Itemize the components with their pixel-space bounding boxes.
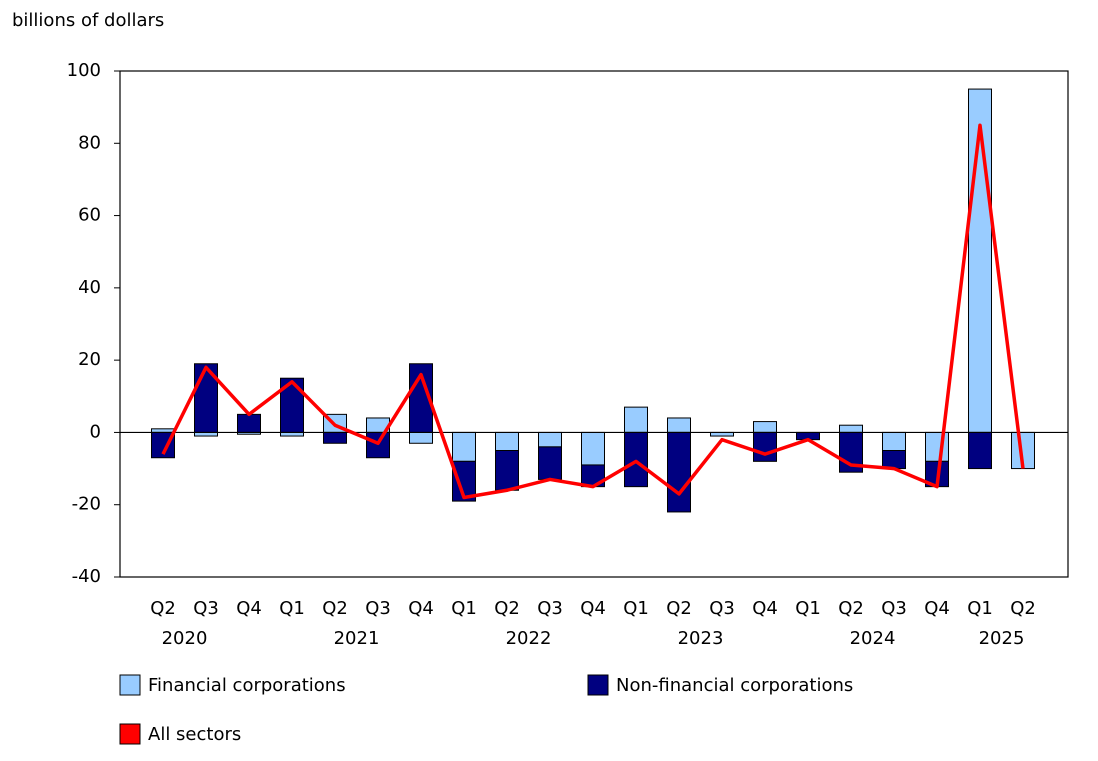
y-tick-label: 40 bbox=[78, 277, 101, 298]
bar bbox=[452, 431, 476, 462]
y-tick-label: 100 bbox=[67, 60, 101, 81]
bar bbox=[366, 431, 390, 459]
y-tick-label: 60 bbox=[78, 205, 101, 226]
y-tick-label: -20 bbox=[72, 494, 101, 515]
line bbox=[161, 123, 1025, 500]
x-group-label: 2025 bbox=[979, 628, 1025, 649]
bar bbox=[882, 450, 906, 470]
x-tick-label: Q3 bbox=[709, 598, 735, 619]
x-tick-label: Q3 bbox=[881, 598, 907, 619]
x-tick-label: Q2 bbox=[666, 598, 692, 619]
legend-swatch bbox=[119, 674, 141, 696]
bar bbox=[753, 431, 777, 462]
x-group-label: 2022 bbox=[506, 628, 552, 649]
x-tick-label: Q3 bbox=[365, 598, 391, 619]
x-tick-label: Q1 bbox=[451, 598, 477, 619]
bar bbox=[624, 431, 648, 488]
bar bbox=[237, 413, 261, 433]
x-tick-label: Q2 bbox=[322, 598, 348, 619]
bar bbox=[667, 431, 691, 513]
x-tick-label: Q2 bbox=[1010, 598, 1036, 619]
plot-frame bbox=[119, 70, 1069, 578]
legend-swatch bbox=[119, 723, 141, 745]
x-tick-label: Q4 bbox=[580, 598, 606, 619]
x-tick-label: Q2 bbox=[150, 598, 176, 619]
y-axis-label: billions of dollars bbox=[12, 10, 164, 31]
x-tick-label: Q1 bbox=[623, 598, 649, 619]
y-tick-label: -40 bbox=[72, 566, 101, 587]
bar bbox=[538, 446, 562, 480]
bar bbox=[624, 406, 648, 433]
x-tick-label: Q4 bbox=[408, 598, 434, 619]
x-tick-label: Q1 bbox=[795, 598, 821, 619]
x-group-label: 2021 bbox=[334, 628, 380, 649]
bar bbox=[925, 431, 949, 462]
x-group-label: 2023 bbox=[678, 628, 724, 649]
x-tick-label: Q2 bbox=[838, 598, 864, 619]
x-tick-label: Q2 bbox=[494, 598, 520, 619]
bar bbox=[753, 421, 777, 433]
x-tick-label: Q4 bbox=[924, 598, 950, 619]
legend-label: Non-financial corporations bbox=[616, 675, 853, 696]
bar bbox=[495, 431, 519, 451]
bar bbox=[581, 431, 605, 466]
bar bbox=[882, 431, 906, 451]
x-tick-label: Q3 bbox=[537, 598, 563, 619]
x-tick-label: Q4 bbox=[752, 598, 778, 619]
x-group-label: 2020 bbox=[162, 628, 208, 649]
bar bbox=[667, 417, 691, 433]
x-group-label: 2024 bbox=[850, 628, 896, 649]
bar bbox=[409, 431, 433, 444]
x-tick-label: Q4 bbox=[236, 598, 262, 619]
bar bbox=[968, 431, 992, 470]
bar bbox=[323, 431, 347, 444]
bar bbox=[452, 460, 476, 502]
legend-label: All sectors bbox=[148, 724, 241, 745]
x-tick-label: Q3 bbox=[193, 598, 219, 619]
bar bbox=[839, 424, 863, 433]
x-tick-label: Q1 bbox=[279, 598, 305, 619]
bar bbox=[538, 431, 562, 448]
legend-swatch bbox=[587, 674, 609, 696]
legend-label: Financial corporations bbox=[148, 675, 346, 696]
bar bbox=[968, 88, 992, 433]
y-tick-label: 20 bbox=[78, 349, 101, 370]
y-tick-label: 80 bbox=[78, 132, 101, 153]
x-tick-label: Q1 bbox=[967, 598, 993, 619]
y-tick-label: 0 bbox=[90, 421, 101, 442]
bar bbox=[495, 450, 519, 491]
